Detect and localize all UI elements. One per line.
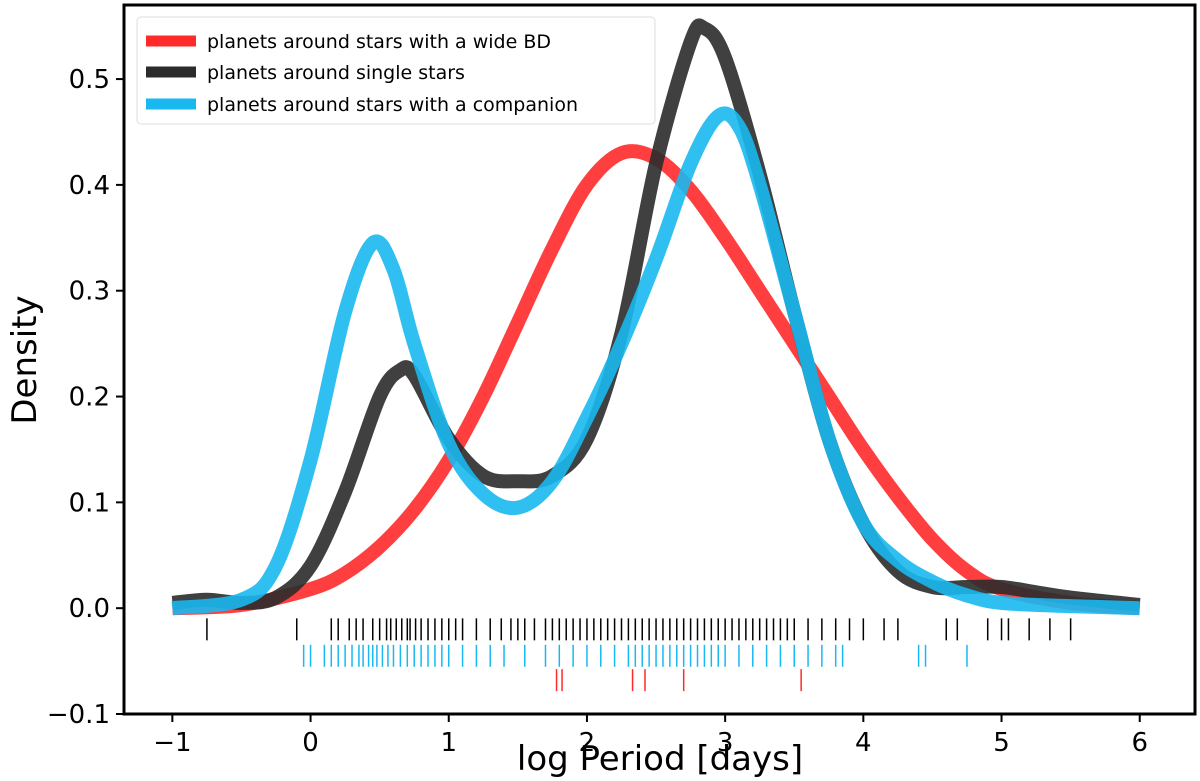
x-tick-label: 3 bbox=[717, 728, 734, 758]
curve-wide-bd bbox=[172, 144, 1141, 616]
x-tick-label: 1 bbox=[440, 728, 457, 758]
x-tick-label: 2 bbox=[579, 728, 596, 758]
y-tick-label: 0.5 bbox=[69, 65, 110, 95]
plot-frame bbox=[122, 3, 1197, 716]
y-tick-label: 0.0 bbox=[69, 594, 110, 624]
legend-label-wide-bd: planets around stars with a wide BD bbox=[207, 31, 551, 53]
y-axis-label: Density bbox=[5, 295, 45, 424]
rug-plots bbox=[206, 618, 1072, 692]
kde-curves bbox=[171, 18, 1141, 616]
axis-ticks bbox=[116, 78, 1141, 722]
y-tick-label: 0.2 bbox=[69, 383, 110, 413]
x-axis-label: log Period [days] bbox=[517, 739, 803, 779]
x-tick-labels: −1 0 1 2 3 4 5 6 bbox=[153, 728, 1148, 758]
x-tick-label: 4 bbox=[855, 728, 872, 758]
legend-label-single: planets around single stars bbox=[207, 62, 465, 84]
x-tick-label: 0 bbox=[302, 728, 319, 758]
y-tick-labels: −0.1 0.0 0.1 0.2 0.3 0.4 0.5 bbox=[47, 65, 110, 730]
legend-box bbox=[136, 16, 656, 125]
y-tick-label: 0.3 bbox=[69, 277, 110, 307]
y-tick-label: −0.1 bbox=[47, 700, 110, 730]
x-tick-label: −1 bbox=[153, 728, 191, 758]
legend: planets around stars with a wide BD plan… bbox=[136, 16, 656, 125]
x-tick-label: 6 bbox=[1131, 728, 1148, 758]
curve-companion bbox=[171, 106, 1140, 616]
y-tick-label: 0.4 bbox=[69, 171, 110, 201]
legend-label-companion: planets around stars with a companion bbox=[207, 94, 578, 116]
x-tick-label: 5 bbox=[993, 728, 1010, 758]
y-tick-label: 0.1 bbox=[69, 488, 110, 518]
